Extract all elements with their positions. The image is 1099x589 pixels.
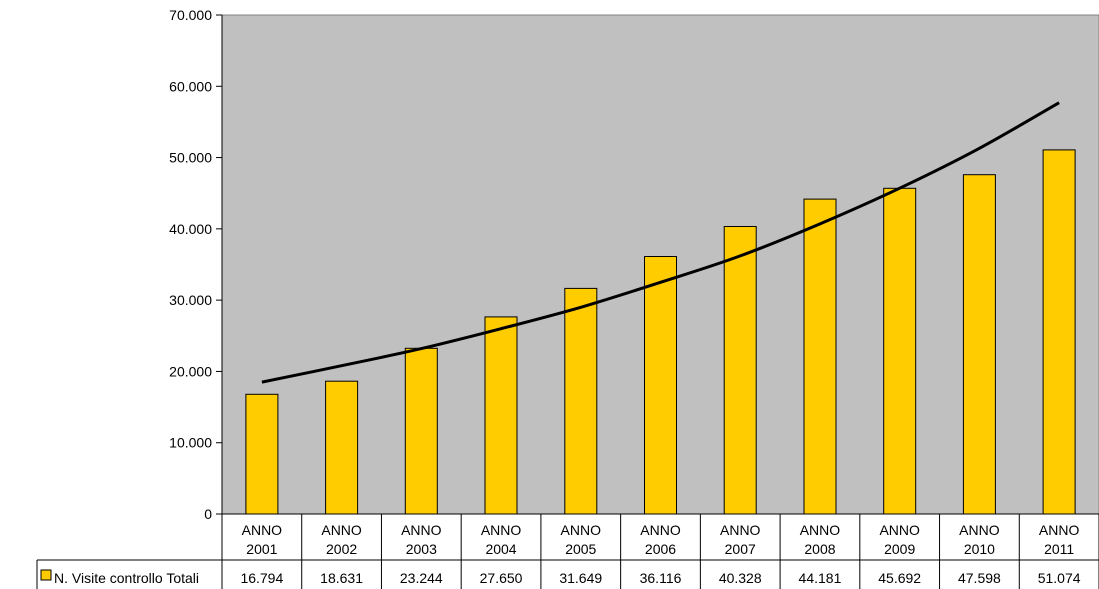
category-label-5-line2: 2006 bbox=[645, 541, 676, 557]
bar-0 bbox=[245, 393, 279, 515]
bar-4 bbox=[564, 287, 598, 515]
value-label-7: 44.181 bbox=[799, 570, 842, 586]
category-label-2-line1: ANNO bbox=[401, 522, 442, 538]
category-label-9-line2: 2010 bbox=[964, 541, 995, 557]
data-table: ANNO 2001 ANNO 2002 ANNO 2003 ANNO 2004 ANNO 2005… bbox=[36, 513, 1099, 589]
y-tick-label-7: 70.000 bbox=[169, 7, 212, 23]
value-label-2: 23.244 bbox=[400, 570, 443, 586]
category-label-3-line2: 2004 bbox=[485, 541, 516, 557]
category-label-6-line1: ANNO bbox=[720, 522, 761, 538]
trendline-curve bbox=[261, 101, 1060, 384]
category-label-10-line2: 2011 bbox=[1044, 541, 1074, 557]
category-label-9-line1: ANNO bbox=[959, 522, 1000, 538]
category-label-0-line2: 2001 bbox=[246, 541, 277, 557]
category-label-8-line2: 2009 bbox=[884, 541, 915, 557]
bar-10 bbox=[1042, 149, 1076, 515]
bars bbox=[245, 149, 1076, 515]
category-label-0-line1: ANNO bbox=[242, 522, 283, 538]
category-label-7-line1: ANNO bbox=[800, 522, 841, 538]
category-label-3-line1: ANNO bbox=[481, 522, 522, 538]
bar-1 bbox=[325, 380, 359, 515]
y-axis: 0 10.000 20.000 30.000 40.000 50.000 60.000 70.… bbox=[169, 7, 223, 522]
value-label-8: 45.692 bbox=[878, 570, 921, 586]
value-label-0: 16.794 bbox=[240, 570, 283, 586]
legend-label: N. Visite controllo Totali bbox=[54, 570, 199, 586]
category-label-4-line2: 2005 bbox=[565, 541, 596, 557]
y-tick-label-1: 10.000 bbox=[169, 435, 212, 451]
value-label-9: 47.598 bbox=[958, 570, 1001, 586]
bar-3 bbox=[484, 316, 518, 515]
category-label-8-line1: ANNO bbox=[879, 522, 920, 538]
bar-2 bbox=[404, 347, 438, 515]
y-tick-label-3: 30.000 bbox=[169, 292, 212, 308]
value-label-3: 27.650 bbox=[480, 570, 523, 586]
category-label-10-line1: ANNO bbox=[1039, 522, 1080, 538]
value-label-6: 40.328 bbox=[719, 570, 762, 586]
y-tick-label-0: 0 bbox=[204, 506, 212, 522]
value-label-4: 31.649 bbox=[559, 570, 602, 586]
value-label-5: 36.116 bbox=[640, 570, 682, 586]
bar-8 bbox=[883, 187, 917, 515]
y-tick-label-6: 60.000 bbox=[169, 78, 212, 94]
y-tick-label-4: 40.000 bbox=[169, 221, 212, 237]
trendline bbox=[261, 101, 1060, 384]
category-label-2-line2: 2003 bbox=[406, 541, 437, 557]
category-label-4-line1: ANNO bbox=[561, 522, 602, 538]
category-label-1-line1: ANNO bbox=[321, 522, 362, 538]
category-label-1-line2: 2002 bbox=[326, 541, 357, 557]
legend-key bbox=[40, 569, 52, 581]
category-label-5-line1: ANNO bbox=[640, 522, 681, 538]
value-label-10: 51.074 bbox=[1038, 570, 1081, 586]
bar-6 bbox=[723, 226, 757, 515]
bar-9 bbox=[962, 174, 996, 515]
bar-5 bbox=[644, 256, 677, 515]
value-label-1: 18.631 bbox=[320, 570, 363, 586]
category-label-6-line2: 2007 bbox=[725, 541, 756, 557]
y-tick-label-5: 50.000 bbox=[169, 150, 212, 166]
category-label-7-line2: 2008 bbox=[804, 541, 835, 557]
y-tick-label-2: 20.000 bbox=[169, 363, 212, 379]
bar-7 bbox=[803, 198, 837, 515]
